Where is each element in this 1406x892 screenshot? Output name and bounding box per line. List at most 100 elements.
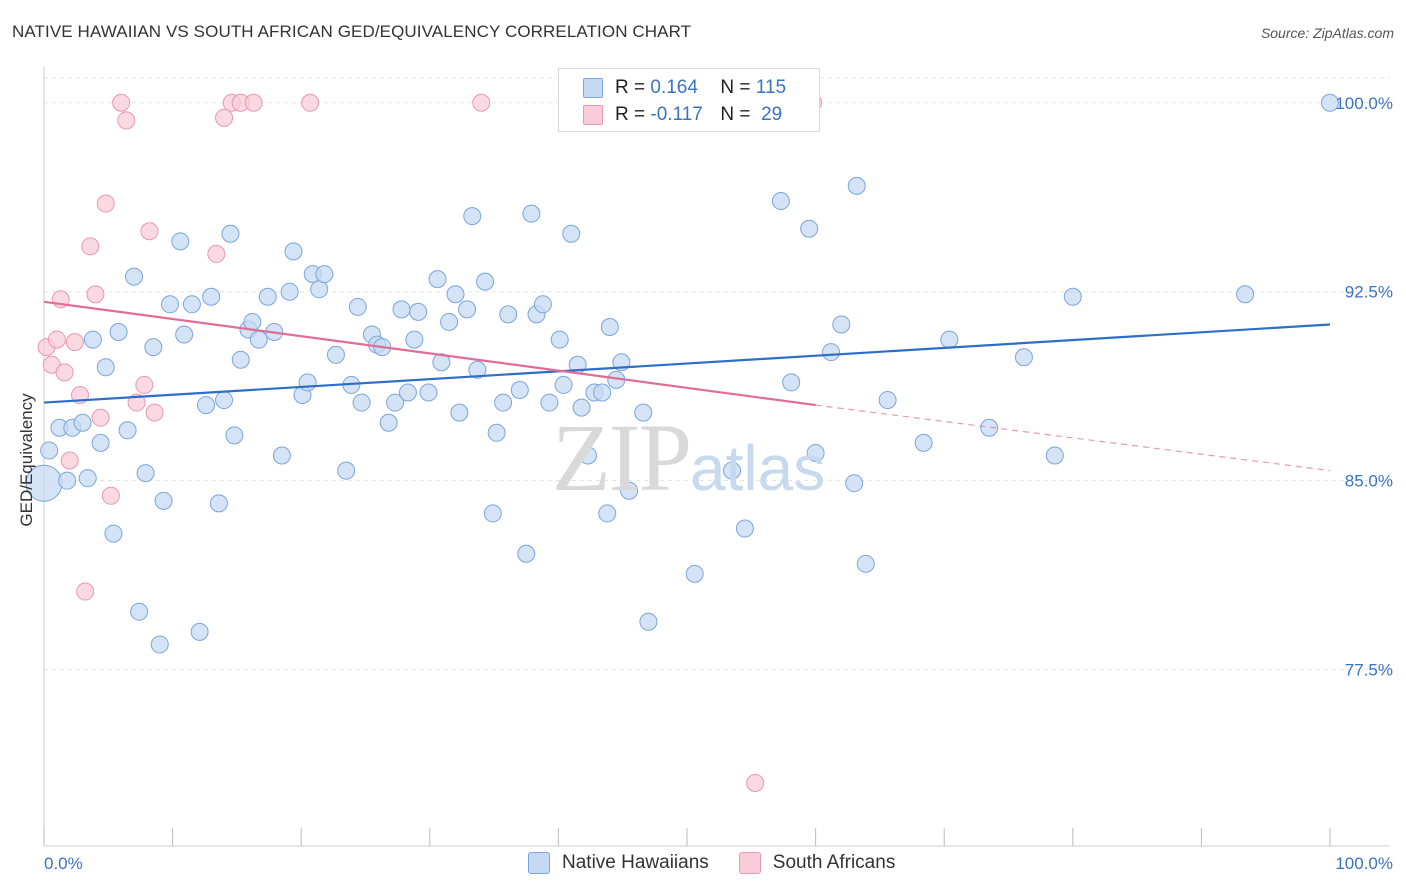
native-hawaiian-point [386,393,405,412]
data-points [25,93,1339,793]
native-hawaiian-point [96,358,115,377]
legend-r-value: -0.117 [650,104,703,125]
native-hawaiian-point [476,272,495,291]
watermark-zip: ZIP [552,404,692,511]
legend-n-value: 115 [755,77,787,98]
native-hawaiian-point [845,474,864,493]
x-tick-label: 100.0% [1335,854,1393,873]
native-hawaiian-point [130,602,149,621]
legend-r-value: 0.164 [650,77,698,98]
x-tick-label: 0.0% [44,854,83,873]
legend-item-label: Native Hawaiians [562,852,709,873]
south-african-point [101,486,120,505]
y-tick-label: 92.5% [1345,283,1393,302]
native-hawaiian-point [980,418,999,437]
native-hawaiian-point [118,421,137,440]
native-hawaiian-point [154,491,173,510]
native-hawaiian-point [782,373,801,392]
grid-lines [44,77,1390,671]
legend-item-south-africans[interactable]: South Africans [738,852,895,874]
native-hawaiian-point [348,297,367,316]
native-hawaiian-point [405,330,424,349]
native-hawaiian-point [280,282,299,301]
native-hawaiian-point [940,330,959,349]
south-african-point [127,393,146,412]
native-hawaiian-point [832,315,851,334]
native-hawaiian-point [40,441,59,460]
native-hawaiian-point [161,295,180,314]
south-african-point [301,93,320,112]
native-hawaiian-point [125,267,144,286]
native-hawaiian-point [620,481,639,500]
native-hawaiian-point [310,280,329,299]
native-hawaiian-point [272,446,291,465]
native-hawaiian-point [1321,93,1339,112]
native-hawaiian-point [510,380,529,399]
native-hawaiian-point [735,519,754,538]
native-hawaiian-point [723,461,742,480]
native-hawaiian-point [221,224,240,243]
south-african-point [207,244,226,263]
native-hawaiian-point [225,426,244,445]
native-hawaiian-point [392,300,411,319]
native-hawaiian-point [409,302,428,321]
native-hawaiian-point [197,396,216,415]
south-african-point [91,408,110,427]
legend-swatch-blue [583,78,603,98]
native-hawaiian-point [1045,446,1064,465]
chart-source: Source: ZipAtlas.com [1260,25,1394,41]
native-hawaiian-point [1014,348,1033,367]
watermark: ZIPatlas [552,402,825,513]
native-hawaiian-point [1236,285,1255,304]
native-hawaiian-point [554,375,573,394]
native-hawaiian-point [450,403,469,422]
legend-item-native-hawaiians[interactable]: Native Hawaiians [528,852,709,874]
native-hawaiian-point [175,325,194,344]
native-hawaiian-point [499,305,518,324]
native-hawaiian-point [73,413,92,432]
legend-swatch-blue [528,852,550,874]
native-hawaiian-point [572,398,591,417]
native-hawaiian-point [634,403,653,422]
native-hawaiian-point [562,224,581,243]
native-hawaiian-point [600,317,619,336]
native-hawaiian-point [298,373,317,392]
native-hawaiian-point [315,265,334,284]
south-african-trend-line [43,300,816,407]
native-hawaiian-point [337,461,356,480]
legend-n-label: N = [720,104,751,125]
native-hawaiian-point [806,443,825,462]
south-african-point [96,194,115,213]
native-hawaiian-point [822,343,841,362]
south-african-point [117,111,136,130]
native-hawaiian-point [428,270,447,289]
native-hawaiian-point [639,612,658,631]
native-hawaiian-point [483,504,502,523]
native-hawaiian-point [856,554,875,573]
native-hawaiian-point [202,287,221,306]
native-hawaiian-point [432,353,451,372]
legend-row-native-hawaiians: R = 0.164 N = 115 [583,75,787,101]
legend-swatch-pink [738,852,761,874]
native-hawaiian-point [326,345,345,364]
legend-swatch-pink [583,105,603,125]
native-hawaiian-point [136,464,155,483]
south-african-point [55,363,74,382]
south-african-trend-extension [815,404,1331,472]
south-african-point [60,451,79,470]
native-hawaiian-point [109,323,128,342]
native-hawaiian-point [78,469,97,488]
native-hawaiian-point [440,312,459,331]
south-african-point [112,93,131,112]
south-african-point [215,108,234,127]
native-hawaiian-point [171,232,190,251]
native-hawaiian-point [104,524,123,543]
native-hawaiian-point [144,338,163,357]
native-hawaiian-point [550,330,569,349]
legend-r-label: R = [615,104,646,125]
native-hawaiian-point [446,285,465,304]
native-hawaiian-point [190,622,209,641]
native-hawaiian-point [58,471,77,490]
series-legend: Native Hawaiians South Africans [528,852,925,874]
